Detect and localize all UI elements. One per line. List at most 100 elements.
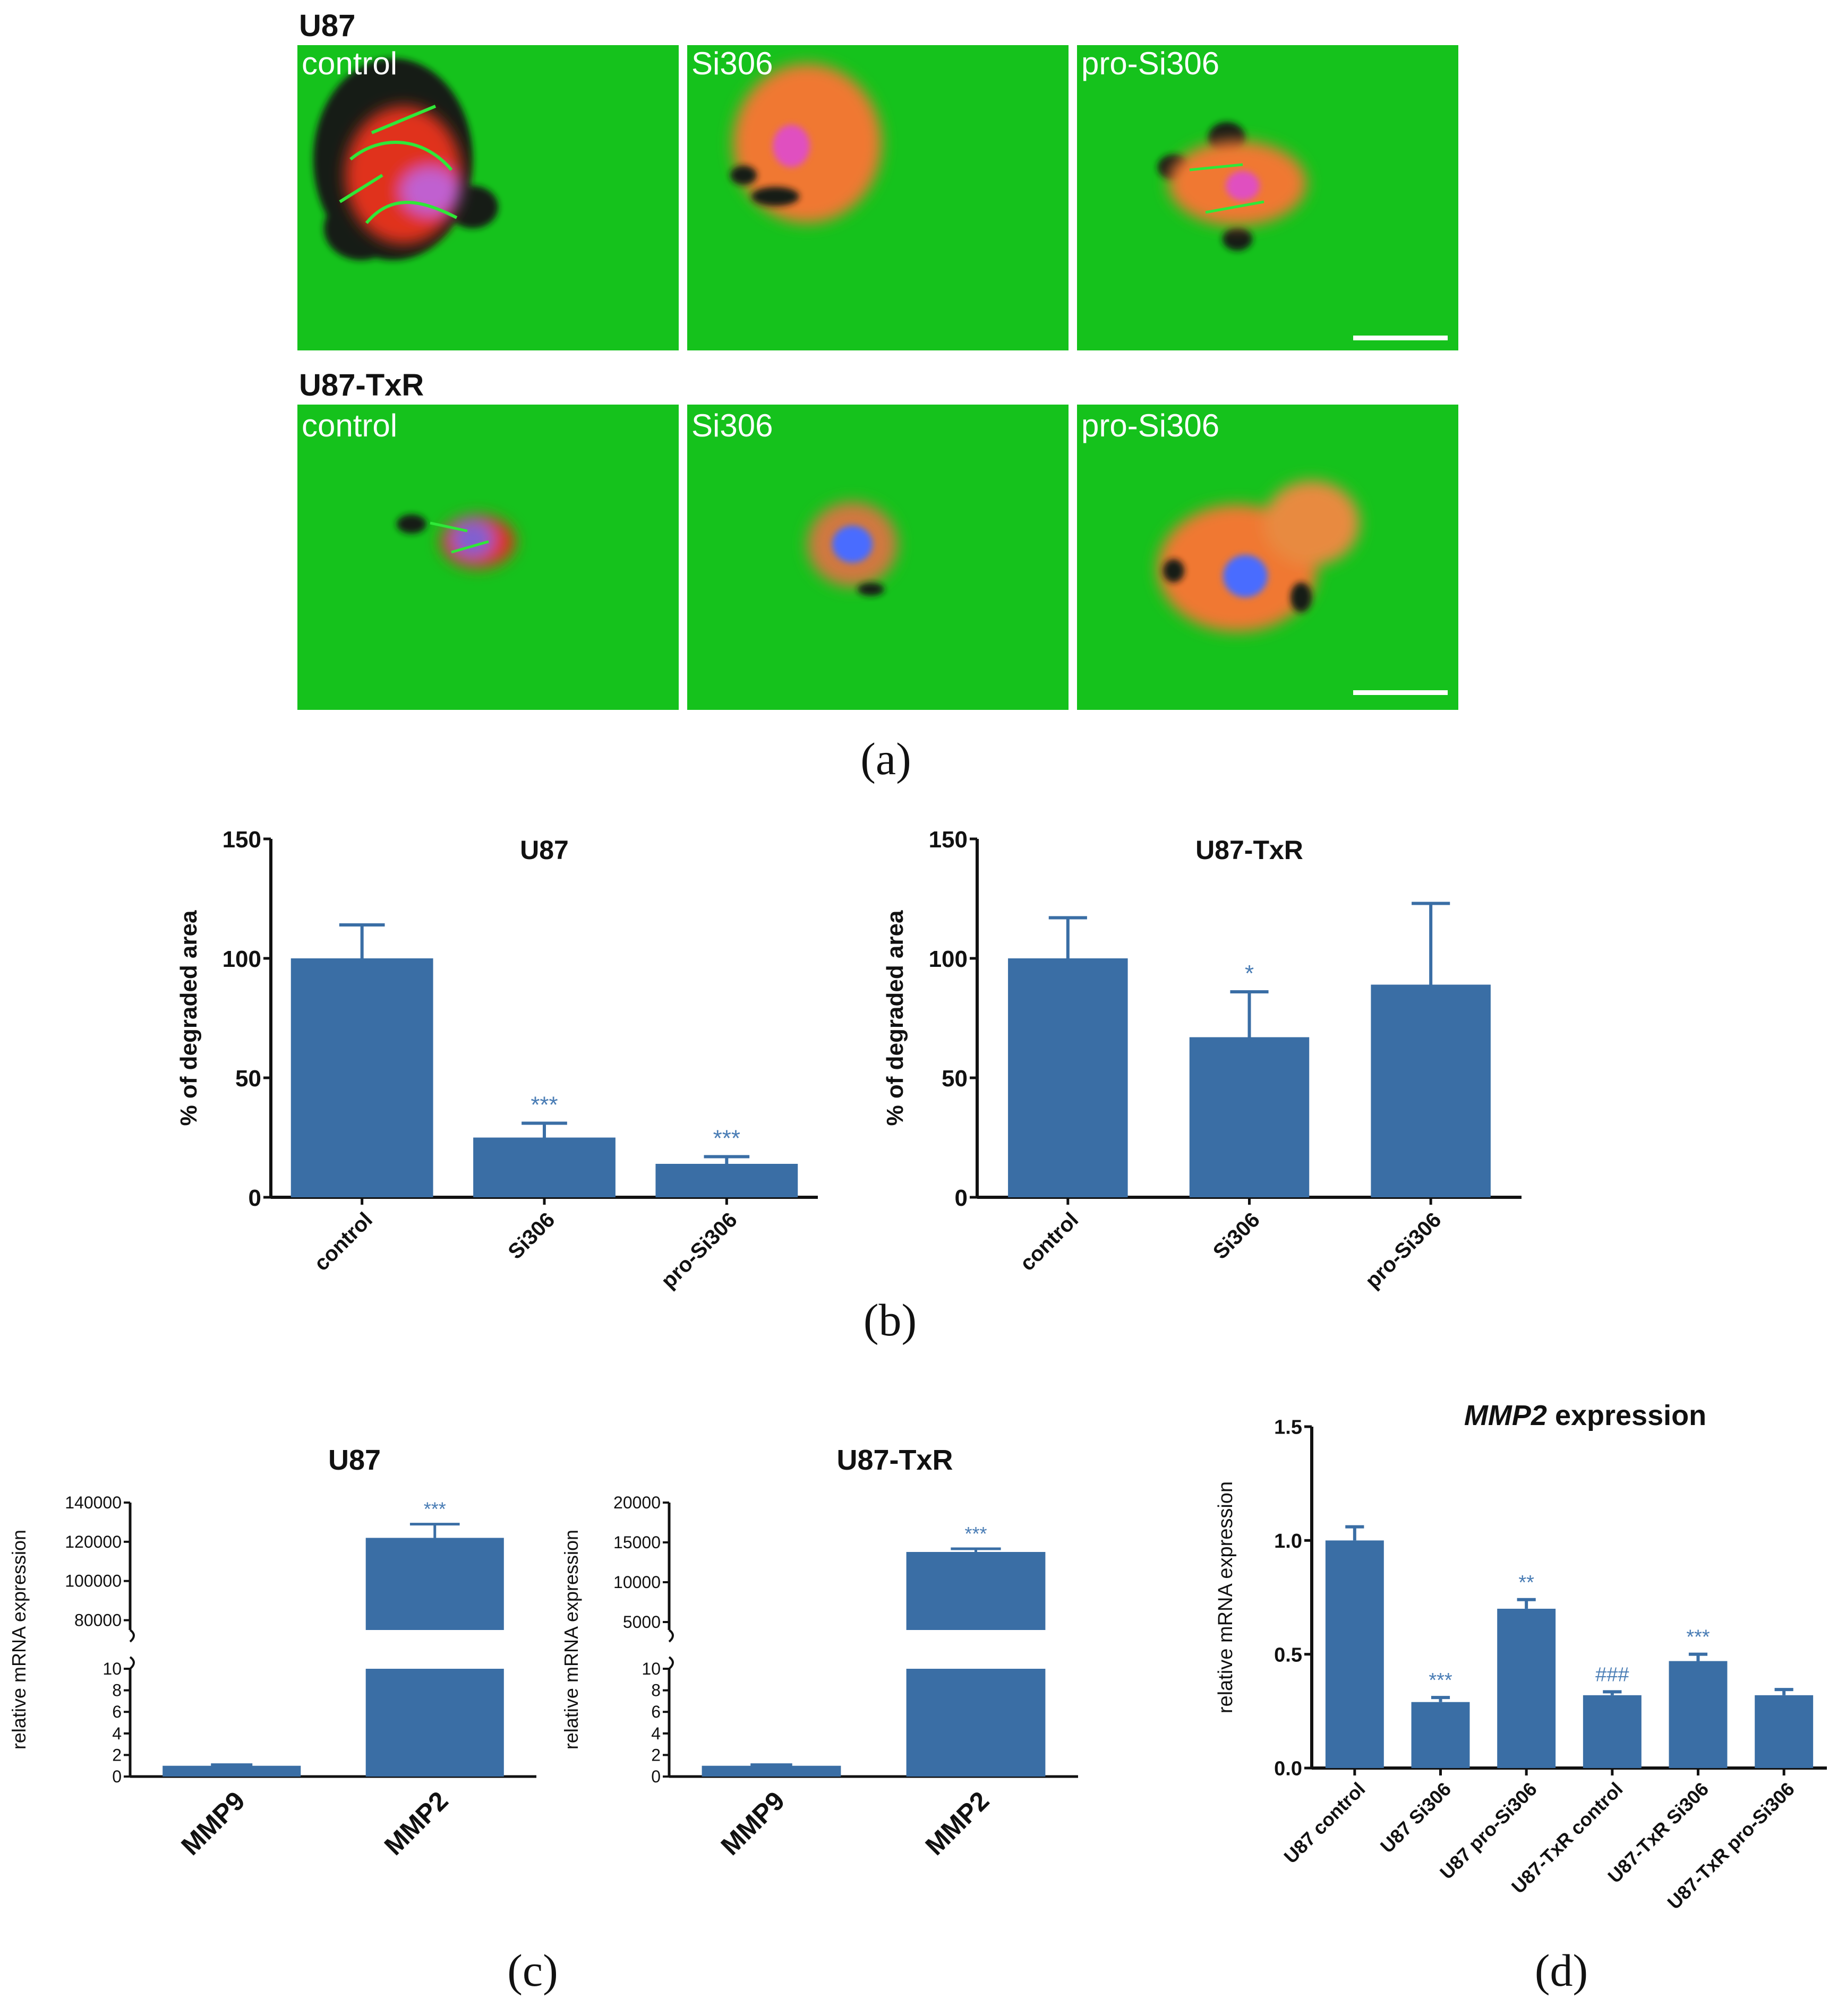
- micrograph-tile-u87-si306: Si306: [687, 45, 1069, 350]
- category-label: MMP2: [379, 1786, 454, 1861]
- bar: [1583, 1695, 1642, 1768]
- panel-label-d: (d): [1535, 1945, 1588, 1996]
- y-tick-label: 50: [942, 1066, 968, 1092]
- category-label: MMP9: [175, 1786, 251, 1861]
- chart-b-u87: U87 % of degraded area 0 50 100 150 control ***…: [176, 827, 818, 1293]
- bar: [163, 1765, 301, 1777]
- chart-b-u87-txr: U87-TxR % of degraded area 0 50 100 150 contro…: [882, 827, 1522, 1293]
- y-tick-label: 6: [112, 1702, 122, 1721]
- bar: [1325, 1540, 1384, 1768]
- chart-title: U87: [328, 1444, 381, 1476]
- y-tick-label: 0: [651, 1767, 661, 1786]
- bar: [473, 1137, 616, 1197]
- y-tick-label: 80000: [74, 1611, 122, 1630]
- micrograph-tile-u87-txr-pro-si306: pro-Si306: [1077, 405, 1458, 710]
- axis-break-mark: [668, 1629, 674, 1670]
- category-label: control: [1015, 1208, 1083, 1275]
- category-label: Si306: [1209, 1208, 1264, 1264]
- scale-bar: [1353, 336, 1448, 340]
- y-tick-label: 0: [249, 1185, 261, 1211]
- micrograph-tile-u87-txr-control: control: [297, 405, 679, 710]
- category-label: pro-Si306: [657, 1208, 742, 1293]
- category-label: U87 control: [1279, 1778, 1369, 1868]
- y-tick-label: 4: [651, 1724, 661, 1743]
- micrograph-label: Si306: [691, 408, 773, 443]
- category-label: pro-Si306: [1361, 1208, 1446, 1293]
- y-tick-label: 10: [102, 1659, 122, 1678]
- panel-label-b: (b): [864, 1294, 917, 1345]
- chart-title-rest: expression: [1547, 1400, 1706, 1431]
- significance-label: ***: [1686, 1626, 1710, 1649]
- y-tick-label: 0.5: [1274, 1644, 1302, 1666]
- y-tick-label: 0.0: [1274, 1758, 1302, 1780]
- chart-c-u87: U87 relative mRNA expression 0 2 4 6 8 10 80000 1…: [8, 1444, 536, 1861]
- y-tick-label: 5000: [623, 1612, 661, 1632]
- axis-break-mark: [129, 1629, 135, 1670]
- chart-title: U87: [520, 835, 569, 865]
- micrograph-tile-u87-control: control: [297, 45, 679, 350]
- y-axis-label: % of degraded area: [176, 910, 202, 1126]
- category-label: MMP9: [715, 1786, 791, 1861]
- y-tick-label: 150: [223, 827, 261, 853]
- bar: [702, 1765, 841, 1777]
- y-tick-label: 140000: [65, 1493, 122, 1512]
- y-axis-label: relative mRNA expression: [560, 1530, 582, 1749]
- significance-label: ###: [1595, 1663, 1629, 1686]
- micrograph-panel: U87 U87-TxR control: [297, 8, 1458, 710]
- micrograph-label: control: [302, 46, 397, 81]
- significance-label: ***: [531, 1092, 558, 1118]
- chart-title: U87-TxR: [836, 1444, 953, 1476]
- y-axis-label: relative mRNA expression: [8, 1530, 30, 1749]
- y-tick-label: 15000: [613, 1533, 661, 1552]
- chart-title: MMP2 expression: [1464, 1400, 1706, 1431]
- category-label: control: [310, 1208, 377, 1275]
- chart-title: U87-TxR: [1195, 835, 1303, 865]
- micrograph-tile-u87-pro-si306: pro-Si306: [1077, 45, 1458, 350]
- significance-label: **: [1518, 1572, 1534, 1594]
- y-tick-label: 8: [651, 1681, 661, 1700]
- bar: [655, 1164, 798, 1197]
- y-tick-label: 2: [112, 1745, 122, 1764]
- bar: [906, 1552, 1046, 1630]
- significance-label: ***: [1429, 1669, 1452, 1692]
- y-tick-label: 10000: [613, 1573, 661, 1592]
- bar: [365, 1538, 504, 1630]
- bar: [1669, 1661, 1728, 1768]
- y-tick-label: 100: [223, 946, 261, 972]
- micrograph-label: Si306: [691, 46, 773, 81]
- y-tick-label: 1.0: [1274, 1530, 1302, 1552]
- significance-label: ***: [424, 1498, 446, 1520]
- significance-label: ***: [713, 1126, 740, 1152]
- bar: [1371, 984, 1491, 1197]
- micrograph-label: control: [302, 408, 397, 443]
- y-tick-label: 0: [112, 1767, 122, 1786]
- bar: [1497, 1608, 1556, 1768]
- bar: [290, 958, 433, 1197]
- category-label: Si306: [503, 1208, 559, 1264]
- y-tick-label: 100: [929, 946, 968, 972]
- bar: [1189, 1037, 1310, 1197]
- y-tick-label: 6: [651, 1702, 661, 1721]
- y-tick-label: 2: [651, 1745, 661, 1764]
- y-tick-label: 50: [235, 1066, 261, 1092]
- chart-c-u87-txr: U87-TxR relative mRNA expression 0 2 4 6 8 10 50…: [560, 1444, 1078, 1861]
- y-axis-label: relative mRNA expression: [1215, 1481, 1237, 1713]
- micrograph-label: pro-Si306: [1081, 46, 1219, 81]
- bar: [1008, 958, 1128, 1197]
- row-label-u87: U87: [299, 8, 355, 43]
- bar-lower-segment: [906, 1669, 1046, 1777]
- y-tick-label: 100000: [65, 1572, 122, 1591]
- chart-d-mmp2-expression: MMP2 expression relative mRNA expression 0…: [1215, 1400, 1827, 1914]
- category-label: U87 Si306: [1376, 1778, 1455, 1857]
- y-tick-label: 0: [955, 1185, 968, 1211]
- panel-label-a: (a): [860, 733, 911, 784]
- y-tick-label: 1.5: [1274, 1417, 1302, 1439]
- scale-bar: [1353, 690, 1448, 695]
- bar: [1755, 1695, 1814, 1768]
- chart-title-italic: MMP2: [1464, 1400, 1547, 1431]
- y-tick-label: 20000: [613, 1493, 661, 1512]
- panel-label-c: (c): [507, 1945, 558, 1996]
- bar: [1411, 1702, 1470, 1768]
- row-label-u87-txr: U87-TxR: [299, 368, 424, 402]
